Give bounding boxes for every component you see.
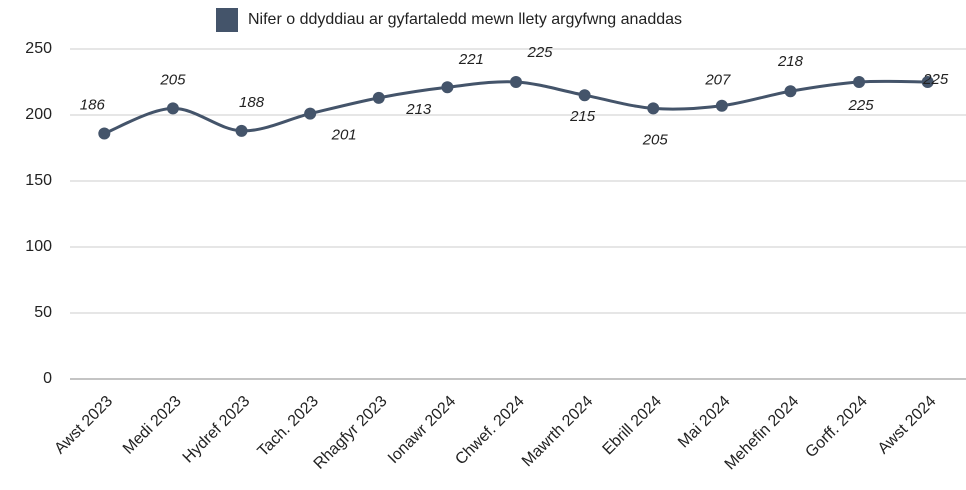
data-label: 225 xyxy=(526,44,553,61)
x-tick-label: Ebrill 2024 xyxy=(600,393,666,459)
y-tick-label: 200 xyxy=(25,106,52,123)
series-line xyxy=(103,79,928,135)
data-point xyxy=(166,102,179,115)
x-tick-label: Mehefin 2024 xyxy=(722,393,803,474)
x-tick-label: Ionawr 2024 xyxy=(385,393,459,467)
x-tick-label: Awst 2024 xyxy=(875,393,940,458)
data-point xyxy=(921,76,934,88)
y-tick-label: 250 xyxy=(25,40,52,57)
data-point xyxy=(235,124,248,137)
data-label: 207 xyxy=(704,72,731,89)
x-tick-label: Chwef. 2024 xyxy=(452,393,528,469)
data-point xyxy=(853,76,866,88)
x-tick-label: Hydref 2023 xyxy=(180,393,254,467)
x-tick-label: Awst 2023 xyxy=(51,393,116,458)
x-tick-label: Medi 2023 xyxy=(120,393,185,458)
data-point xyxy=(578,89,591,102)
y-tick-label: 0 xyxy=(43,370,52,387)
data-label: 213 xyxy=(405,101,432,118)
data-point xyxy=(715,99,728,112)
data-label: 218 xyxy=(777,53,804,70)
data-point xyxy=(784,85,797,98)
x-tick-label: Mai 2024 xyxy=(675,393,734,452)
data-label: 215 xyxy=(569,108,596,125)
x-tick-label: Tach. 2023 xyxy=(255,393,322,460)
data-point xyxy=(304,107,317,120)
y-tick-label: 150 xyxy=(25,172,52,189)
data-label: 201 xyxy=(331,127,357,144)
data-label: 186 xyxy=(80,96,106,113)
data-point xyxy=(98,127,111,140)
y-tick-label: 50 xyxy=(34,304,52,321)
data-label: 225 xyxy=(848,97,875,114)
data-label: 205 xyxy=(159,71,186,88)
data-label: 205 xyxy=(642,131,669,148)
x-tick-label: Gorff. 2024 xyxy=(802,393,871,462)
legend-label: Nifer o ddyddiau ar gyfartaledd mewn lle… xyxy=(248,11,682,28)
data-point xyxy=(647,102,660,115)
legend-swatch xyxy=(216,8,238,32)
data-point xyxy=(372,91,385,104)
y-tick-label: 100 xyxy=(25,238,52,255)
data-label: 225 xyxy=(922,71,949,88)
data-point xyxy=(441,81,454,94)
x-tick-label: Rhagfyr 2023 xyxy=(311,393,391,473)
x-tick-label: Mawrth 2024 xyxy=(519,393,597,471)
data-point xyxy=(510,76,522,88)
data-label: 188 xyxy=(239,94,265,111)
data-label: 221 xyxy=(458,51,484,68)
